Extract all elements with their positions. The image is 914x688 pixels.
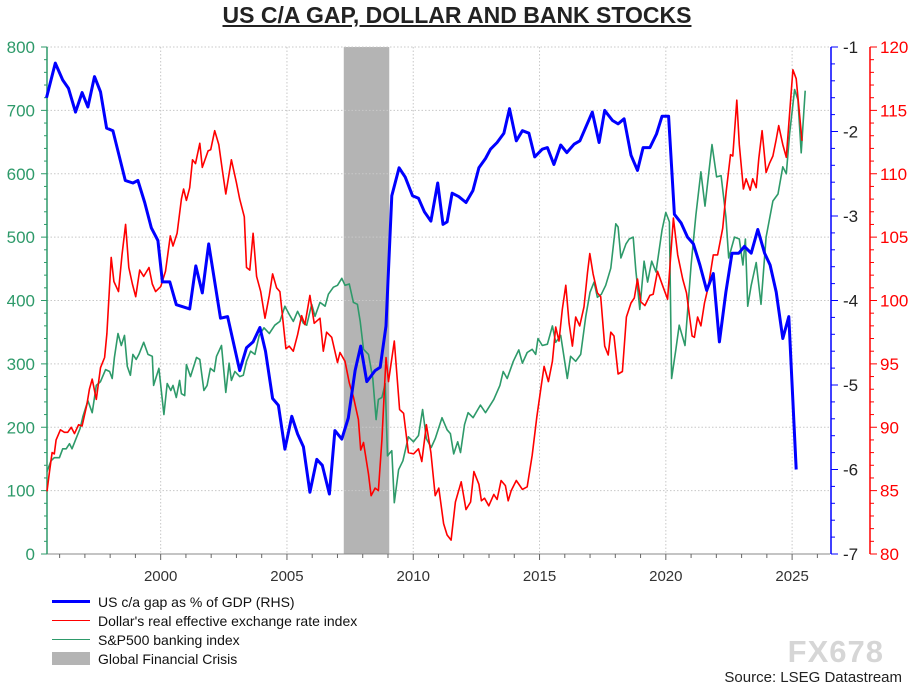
left-tick-label: 400 <box>7 292 35 311</box>
legend-label: US c/a gap as % of GDP (RHS) <box>98 593 295 610</box>
legend-label: Dollar's real effective exchange rate in… <box>98 612 358 629</box>
left-tick-label: 600 <box>7 165 35 184</box>
right-outer-tick-label: 80 <box>880 545 899 564</box>
left-tick-label: 0 <box>26 545 35 564</box>
x-tick-label: 2020 <box>649 568 682 585</box>
series-dollar-reer-line <box>46 69 803 541</box>
legend-swatch <box>52 600 90 603</box>
left-tick-label: 100 <box>7 482 35 501</box>
right-inner-tick-label: -2 <box>843 123 858 142</box>
x-tick-label: 2025 <box>775 568 808 585</box>
x-tick-label: 2005 <box>270 568 303 585</box>
legend-item-banks: S&P500 banking index <box>52 630 357 649</box>
left-tick-label: 300 <box>7 355 35 374</box>
right-inner-tick-label: -5 <box>843 376 858 395</box>
legend-swatch <box>52 652 90 665</box>
right-outer-tick-label: 115 <box>880 101 907 120</box>
legend-item-gfc: Global Financial Crisis <box>52 649 357 668</box>
right-inner-tick-label: -4 <box>843 292 858 311</box>
left-tick-label: 200 <box>7 418 35 437</box>
legend-swatch <box>52 638 90 641</box>
left-tick-label: 800 <box>7 38 35 57</box>
left-tick-label: 700 <box>7 101 35 120</box>
legend-label: Global Financial Crisis <box>98 650 238 667</box>
legend-item-ca-gap: US c/a gap as % of GDP (RHS) <box>52 592 357 611</box>
series-ca-gap-line <box>45 61 798 496</box>
right-outer-tick-label: 85 <box>880 482 899 501</box>
right-outer-tick-label: 105 <box>880 228 908 247</box>
right-inner-tick-label: -1 <box>843 38 858 57</box>
source-note: Source: LSEG Datastream <box>724 669 902 686</box>
right-outer-tick-label: 120 <box>880 38 908 57</box>
right-outer-tick-label: 100 <box>880 292 908 311</box>
chart-title: US C/A GAP, DOLLAR AND BANK STOCKS <box>222 2 692 28</box>
x-tick-label: 2000 <box>144 568 177 585</box>
legend-swatch <box>52 619 90 622</box>
legend-item-dollar: Dollar's real effective exchange rate in… <box>52 611 357 630</box>
right-inner-tick-label: -3 <box>843 207 858 226</box>
right-outer-tick-label: 90 <box>880 418 899 437</box>
legend-label: S&P500 banking index <box>98 631 240 648</box>
right-inner-tick-label: -7 <box>843 545 858 564</box>
legend: US c/a gap as % of GDP (RHS) Dollar's re… <box>52 592 357 668</box>
series-bank-index-line <box>46 88 806 504</box>
x-tick-label: 2010 <box>397 568 430 585</box>
watermark: FX678 <box>787 634 884 669</box>
right-inner-tick-label: -6 <box>843 461 858 480</box>
x-tick-label: 2015 <box>523 568 556 585</box>
right-outer-tick-label: 110 <box>880 165 907 184</box>
left-tick-label: 500 <box>7 228 35 247</box>
right-outer-tick-label: 95 <box>880 355 899 374</box>
